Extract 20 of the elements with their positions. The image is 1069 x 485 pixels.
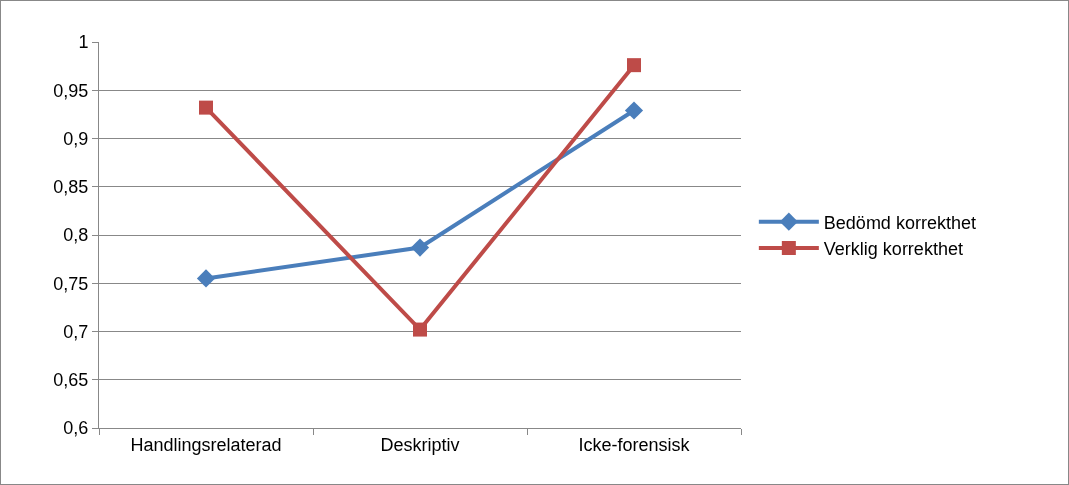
y-tick-label: 0,65 [53,370,89,391]
point [413,322,427,337]
x-tick-label: Deskriptiv [380,434,460,455]
y-tick-label: 0,75 [53,273,89,294]
y-tick-label: 0,6 [63,418,89,439]
y-tick-label: 0,95 [53,80,89,101]
point [627,58,641,73]
y-tick-label: 0,85 [53,177,89,198]
point [410,238,430,257]
point [624,101,644,120]
point [199,100,213,115]
y-tick-label: 0,9 [63,128,89,149]
x-tick-label: Icke-forensisk [578,434,691,455]
y-tick-label: 0,8 [63,225,89,246]
legend-label: Bedömd korrekthet [823,212,976,233]
y-tick-label: 0,7 [63,321,89,342]
legend-label: Verklig korrekthet [823,239,963,260]
point [196,269,216,288]
y-tick-label: 1 [78,32,89,53]
x-tick-label: Handlingsrelaterad [130,434,282,455]
